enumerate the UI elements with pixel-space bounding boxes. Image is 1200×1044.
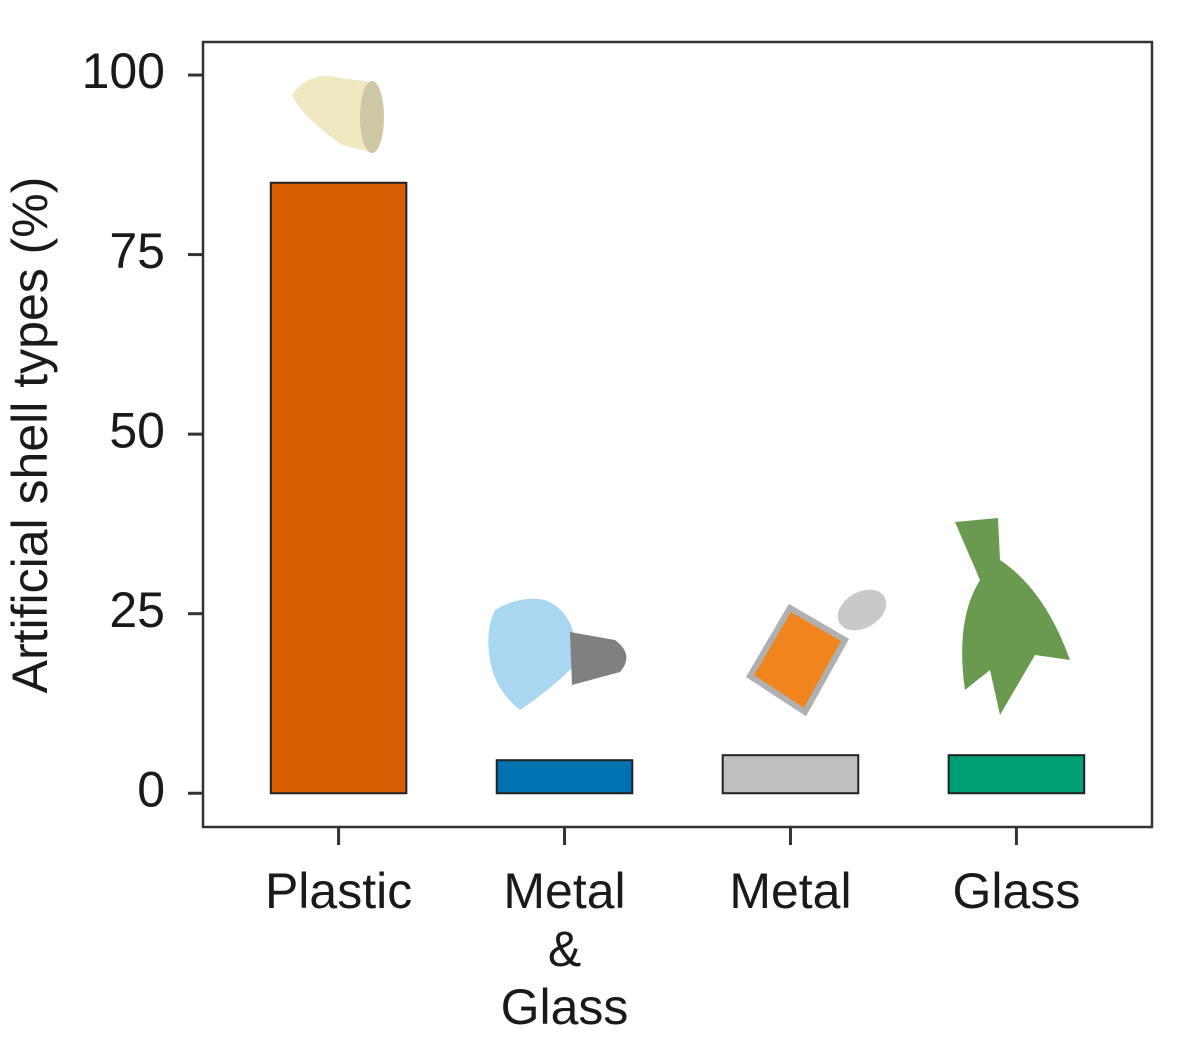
- bar: [495, 759, 634, 795]
- y-tick-label: 75: [109, 223, 165, 279]
- x-tick-label: Metal & Glass: [501, 863, 629, 1035]
- y-axis-label: Artificial shell types (%): [2, 177, 58, 694]
- bar: [721, 754, 860, 795]
- y-tick-label: 100: [82, 43, 165, 99]
- bar: [947, 754, 1086, 795]
- x-tick-label: Metal: [729, 863, 851, 919]
- y-tick-label: 0: [137, 761, 165, 817]
- plastic-cup-icon: [292, 76, 384, 153]
- can-icon: [745, 589, 887, 717]
- y-tick-label: 50: [109, 402, 165, 458]
- bulb-icon: [488, 598, 627, 710]
- y-tick-label: 25: [109, 582, 165, 638]
- bar: [269, 181, 408, 795]
- x-tick-label: Glass: [953, 863, 1081, 919]
- x-tick-label: Plastic: [265, 863, 412, 919]
- bottle-icon: [955, 518, 1070, 715]
